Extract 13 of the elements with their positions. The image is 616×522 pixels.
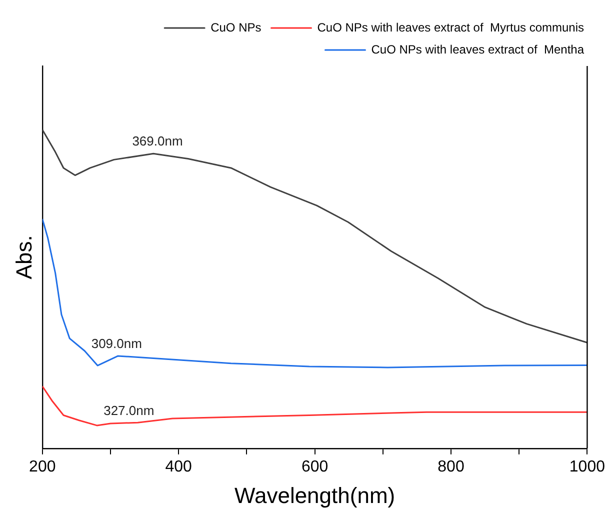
y-axis-title: Abs.: [11, 235, 36, 280]
x-tick-label: 800: [438, 458, 464, 476]
x-tick-label: 400: [165, 458, 192, 476]
annotation: 309.0nm: [91, 336, 142, 352]
annotation: 327.0nm: [104, 402, 154, 418]
x-tick-label: 200: [29, 458, 56, 476]
legend-label: CuO NPs with leaves extract of Mentha: [371, 42, 584, 56]
legend-label: CuO NPs: [210, 20, 262, 34]
x-tick-label: 1000: [569, 458, 606, 476]
annotation: 369.0nm: [132, 134, 183, 149]
x-axis-title: Wavelength(nm): [234, 482, 396, 508]
legend-label: CuO NPs with leaves extract of Myrtus communis: [317, 20, 584, 34]
x-tick-label: 600: [301, 458, 328, 476]
